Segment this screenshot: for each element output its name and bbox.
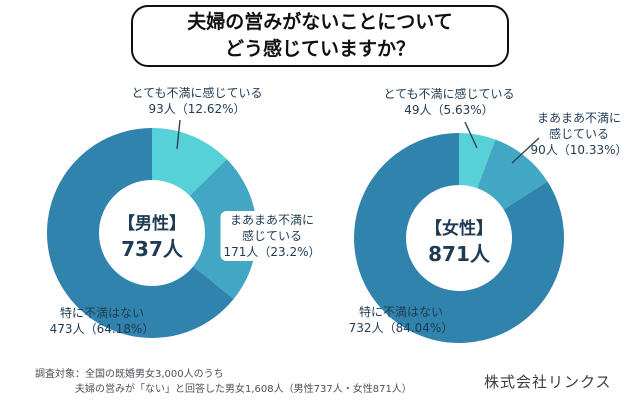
- callout-text: 感じている: [548, 127, 609, 141]
- donut-center-label-male: 【男性】 737人: [118, 212, 186, 262]
- group-count-female: 871人: [428, 242, 490, 266]
- callout-male-very-dissatisfied: とても不満に感じている 93人（12.62%）: [131, 85, 262, 117]
- donut-chart-male: [47, 128, 257, 338]
- donut-segment-none: [354, 133, 564, 343]
- callout-text: 特に不満はない: [59, 306, 145, 320]
- callout-male-somewhat-dissatisfied: まあまあ不満に 感じている 171人（23.2%）: [220, 211, 324, 261]
- callout-value: 171人（23.2%）: [223, 245, 321, 259]
- chart-title-line2: どう感じていますか？: [224, 38, 415, 60]
- group-name-male: 【男性】: [118, 214, 186, 234]
- callout-text: とても不満に感じている: [131, 86, 263, 100]
- callout-female-somewhat-dissatisfied: まあまあ不満に 感じている 90人（10.33%）: [530, 110, 627, 158]
- callout-text: まあまあ不満に: [229, 213, 314, 227]
- chart-title-line1: 夫婦の営みがないことについて: [187, 11, 453, 33]
- callout-female-no-dissatisfaction: 特に不満はない 732人（84.04%）: [349, 304, 454, 336]
- callout-value: 93人（12.62%）: [148, 102, 246, 116]
- callout-text: 感じている: [241, 229, 302, 243]
- donut-center-label-female: 【女性】 871人: [425, 217, 493, 267]
- callout-male-no-dissatisfaction: 特に不満はない 473人（64.18%）: [50, 305, 155, 337]
- callout-value: 90人（10.33%）: [530, 143, 628, 157]
- company-name: 株式会社リンクス: [484, 373, 612, 391]
- donut-segment-very: [152, 128, 227, 196]
- callout-text: とても不満に感じている: [383, 87, 515, 101]
- callout-value: 473人（64.18%）: [49, 322, 155, 336]
- callout-text: まあまあ不満に: [536, 111, 621, 125]
- group-count-male: 737人: [121, 237, 183, 261]
- callout-value: 49人（5.63%）: [404, 103, 494, 117]
- group-name-female: 【女性】: [425, 219, 493, 239]
- callout-value: 732人（84.04%）: [348, 321, 454, 335]
- chart-title-box: 夫婦の営みがないことについて どう感じていますか？: [131, 5, 509, 67]
- callout-female-very-dissatisfied: とても不満に感じている 49人（5.63%）: [383, 86, 514, 118]
- survey-note-line1: 調査対象：全国の既婚男女3,000人のうち: [35, 369, 224, 380]
- donut-segment-somewhat: [477, 139, 548, 210]
- donut-segment-none: [47, 128, 234, 338]
- callout-text: 特に不満はない: [358, 305, 444, 319]
- survey-note-line2: 夫婦の営みが「ない」と回答した男女1,608人（男性737人・女性871人）: [75, 384, 412, 395]
